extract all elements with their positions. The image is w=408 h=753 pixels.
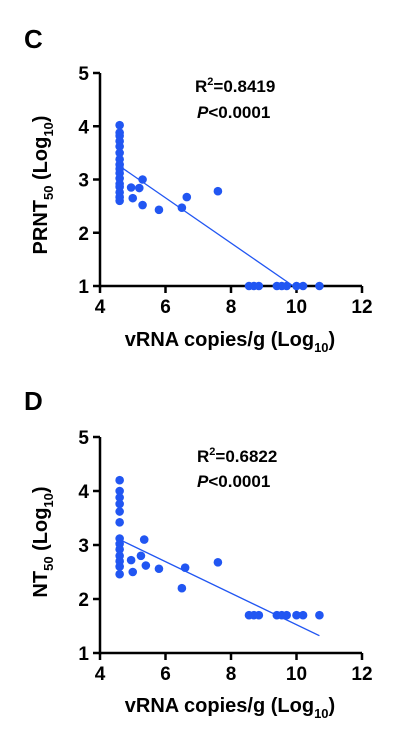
panel-d-x-tick-label: 12 — [351, 664, 372, 685]
panel-letter-d: D — [24, 386, 43, 416]
panel-c-data-point — [135, 183, 144, 193]
panel-d-data-point — [115, 569, 124, 579]
panel-c-points — [115, 120, 324, 291]
panel-d-data-point — [154, 564, 164, 574]
panel-d-data-point — [315, 610, 324, 620]
panel-d-data-point — [292, 610, 301, 620]
panel-c-r-squared: R2=0.8419 — [195, 76, 275, 96]
panel-c-x-tick-label: 12 — [351, 297, 372, 318]
panel-d-x-tick-label: 6 — [160, 664, 171, 685]
panel-c-data-point — [213, 186, 223, 196]
panel-d-r-squared: R2=0.6822 — [197, 446, 277, 466]
panel-c-data-point — [138, 175, 147, 184]
panel-c-y-tick-label: 1 — [78, 277, 89, 298]
panel-d-y-tick-label: 4 — [78, 482, 89, 503]
panel-d-data-point — [141, 561, 151, 570]
panel-d-data-point — [115, 562, 124, 571]
panel-d-data-point — [254, 610, 264, 620]
panel-c-x-tick-label: 6 — [160, 297, 171, 318]
panel-c-data-point — [154, 205, 164, 215]
panel-c-data-point — [254, 281, 264, 291]
panel-d-data-point — [177, 583, 187, 593]
panel-c-y-axis-title: PRNT50 (Log10) — [30, 116, 56, 255]
panel-d-y-tick-label: 5 — [78, 428, 89, 449]
panel-c-p-value: P<0.0001 — [197, 103, 270, 122]
panel-c-y-tick-label: 3 — [78, 171, 89, 192]
panel-d-data-point — [115, 507, 124, 516]
panel-c-y-tick-label: 4 — [78, 117, 89, 138]
panel-c-y-tick-labels: 1 2 3 4 5 — [78, 64, 100, 298]
panel-d-y-tick-label: 3 — [78, 536, 89, 557]
panel-c-data-point — [292, 281, 301, 291]
panel-d-axes — [98, 437, 362, 655]
panel-d-data-point — [115, 475, 124, 485]
panel-d-data-point — [126, 555, 136, 565]
panel-d-regression-line — [119, 539, 320, 637]
panel-c-data-point — [115, 120, 124, 130]
panel-c-data-point — [182, 192, 192, 202]
panel-d-x-tick-label: 8 — [226, 664, 237, 685]
panel-d-x-tick-labels: 4 6 8 10 12 — [95, 653, 373, 685]
panel-c-data-point — [138, 200, 147, 210]
panel-c-data-point — [115, 148, 124, 158]
panel-d-data-point — [115, 486, 124, 496]
panel-d-data-point — [115, 518, 124, 527]
panel-c-x-tick-label: 4 — [95, 297, 106, 318]
panel-d-y-tick-label: 2 — [78, 590, 89, 611]
panel-d-data-point — [115, 493, 124, 502]
panel-c-data-point — [282, 281, 291, 291]
panel-c-x-tick-label: 8 — [226, 297, 237, 318]
panel-d-x-tick-label: 4 — [95, 664, 106, 685]
panel-d-data-point — [213, 557, 223, 567]
panel-d-data-point — [128, 567, 138, 577]
panel-d-data-point — [298, 610, 308, 620]
panel-c-data-point — [128, 193, 138, 203]
panel-c-data-point — [126, 183, 136, 192]
panel-d-data-point — [282, 610, 291, 620]
panel-d-data-point — [139, 535, 149, 544]
panel-c-y-tick-label: 5 — [78, 64, 89, 85]
panel-d-data-point — [180, 563, 190, 572]
panel-c-x-axis-title: vRNA copies/g (Log10) — [125, 329, 335, 355]
panel-c-x-tick-label: 10 — [286, 297, 307, 318]
panel-c-data-point — [115, 196, 124, 206]
panel-c-x-tick-labels: 4 6 8 10 12 — [95, 286, 373, 318]
panel-d-x-axis-title: vRNA copies/g (Log10) — [125, 695, 335, 721]
panel-d-y-tick-label: 1 — [78, 644, 89, 665]
panel-d-y-tick-labels: 1 2 3 4 5 — [78, 428, 100, 665]
panel-d-y-axis-title: NT50 (Log10) — [30, 486, 56, 597]
panel-d-p-value: P<0.0001 — [197, 472, 270, 491]
panel-d-data-point — [136, 551, 146, 561]
panel-c-data-point — [298, 281, 308, 291]
panel-letter-c: C — [24, 24, 43, 54]
panel-d-x-tick-label: 10 — [286, 664, 307, 685]
panel-d-points — [115, 475, 324, 620]
panel-d-data-point — [115, 545, 124, 554]
panel-c-data-point — [315, 281, 324, 291]
panel-c-data-point — [177, 203, 187, 213]
panel-d-data-point — [115, 499, 124, 509]
panel-c-data-point — [115, 142, 124, 151]
panel-c-y-tick-label: 2 — [78, 224, 89, 245]
panel-c-regression-line — [119, 165, 294, 287]
